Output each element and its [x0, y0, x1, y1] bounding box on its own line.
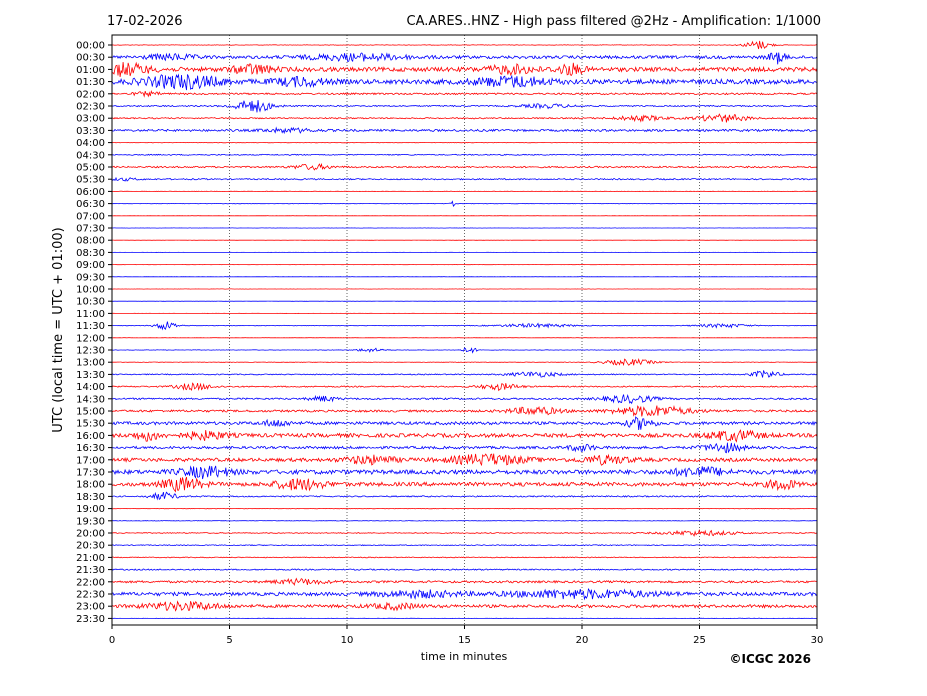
grid-lines [229, 35, 700, 625]
y-tick-label: 07:00 [76, 211, 105, 222]
y-tick-label: 01:30 [76, 77, 105, 88]
trace-1930 [111, 520, 817, 522]
y-tick-label: 21:00 [76, 553, 105, 564]
y-tick-label: 17:00 [76, 455, 105, 466]
y-tick-label: 11:30 [76, 321, 105, 332]
x-tick-label: 10 [341, 635, 354, 646]
trace-0530 [111, 176, 818, 182]
y-tick-label: 05:30 [76, 175, 105, 186]
trace-1830 [111, 491, 818, 501]
trace-1700 [111, 453, 818, 467]
y-tick-label: 23:00 [76, 602, 105, 613]
y-tick-label: 14:00 [76, 382, 105, 393]
trace-0130 [111, 73, 818, 91]
trace-0500 [111, 162, 818, 171]
y-tick-label: 05:00 [76, 163, 105, 174]
y-tick-label: 18:00 [76, 480, 105, 491]
y-tick-label: 08:00 [76, 236, 105, 247]
y-tick-label: 09:00 [76, 260, 105, 271]
y-tick-label: 10:30 [76, 297, 105, 308]
trace-1600 [111, 429, 818, 443]
trace-1300 [111, 358, 818, 367]
y-tick-label: 07:30 [76, 224, 105, 235]
trace-2230 [111, 587, 818, 601]
x-axis-label: time in minutes [421, 650, 508, 663]
trace-1130 [111, 321, 818, 331]
trace-0200 [111, 90, 818, 98]
y-tick-label: 11:00 [76, 309, 105, 320]
y-tick-label: 21:30 [76, 565, 105, 576]
y-tick-label: 13:00 [76, 358, 105, 369]
trace-0430 [111, 153, 818, 156]
y-tick-label: 10:00 [76, 285, 105, 296]
y-tick-label: 15:00 [76, 407, 105, 418]
trace-1430 [111, 394, 818, 405]
y-tick-label: 22:30 [76, 590, 105, 601]
y-tick-label: 14:30 [76, 394, 105, 405]
traces [111, 40, 818, 620]
y-tick-label: 12:30 [76, 346, 105, 357]
trace-0000 [111, 40, 818, 50]
y-tick-label: 16:30 [76, 443, 105, 454]
y-tick-label: 03:00 [76, 114, 105, 125]
chart-title: CA.ARES..HNZ - High pass filtered @2Hz -… [407, 14, 821, 29]
y-tick-label: 03:30 [76, 126, 105, 137]
y-tick-label: 17:30 [76, 468, 105, 479]
trace-2200 [111, 577, 818, 586]
x-tick-label: 20 [576, 635, 589, 646]
trace-1530 [111, 416, 818, 431]
trace-2030 [111, 544, 818, 547]
y-tick-label: 12:00 [76, 333, 105, 344]
trace-0330 [111, 126, 818, 135]
y-tick-label: 04:30 [76, 150, 105, 161]
y-tick-label: 08:30 [76, 248, 105, 259]
trace-2300 [112, 600, 818, 612]
trace-1330 [111, 370, 818, 378]
x-tick-label: 30 [811, 635, 824, 646]
x-tick-label: 25 [693, 635, 706, 646]
y-tick-label: 02:00 [76, 89, 105, 100]
trace-1500 [111, 405, 818, 417]
y-tick-label: 01:00 [76, 65, 105, 76]
y-tick-label: 06:00 [76, 187, 105, 198]
y-tick-label: 20:00 [76, 529, 105, 540]
y-tick-label: 04:00 [76, 138, 105, 149]
trace-0230 [111, 100, 818, 113]
y-tick-label: 00:30 [76, 53, 105, 64]
y-tick-label: 19:30 [76, 516, 105, 527]
x-tick-label: 15 [458, 635, 471, 646]
date-label: 17-02-2026 [107, 14, 183, 29]
x-tick-label: 0 [109, 635, 115, 646]
y-tick-label: 02:30 [76, 102, 105, 113]
y-axis-label: UTC (local time = UTC + 01:00) [51, 227, 66, 432]
y-tick-label: 13:30 [76, 370, 105, 381]
trace-0630 [112, 200, 818, 207]
y-tick-label: 06:30 [76, 199, 105, 210]
y-tick-label: 20:30 [76, 541, 105, 552]
trace-0300 [111, 113, 818, 123]
y-tick-label: 16:00 [76, 431, 105, 442]
trace-1730 [111, 465, 817, 480]
y-tick-label: 09:30 [76, 272, 105, 283]
y-tick-label: 23:30 [76, 614, 105, 625]
trace-1630 [111, 442, 818, 454]
y-tick-label: 15:30 [76, 419, 105, 430]
trace-1230 [111, 347, 818, 354]
x-tick-label: 5 [226, 635, 232, 646]
trace-2130 [111, 568, 818, 571]
trace-1800 [111, 476, 818, 493]
y-tick-label: 00:00 [76, 41, 105, 52]
y-tick-label: 18:30 [76, 492, 105, 503]
trace-1400 [111, 382, 818, 392]
copyright-label: ©ICGC 2026 [729, 652, 811, 666]
trace-2000 [111, 529, 818, 537]
y-tick-label: 22:00 [76, 577, 105, 588]
trace-0100 [111, 61, 818, 78]
trace-2100 [112, 556, 818, 559]
x-ticks: 0 5 10 15 20 25 30 [109, 625, 824, 646]
y-tick-label: 19:00 [76, 504, 105, 515]
trace-0030 [111, 52, 818, 65]
